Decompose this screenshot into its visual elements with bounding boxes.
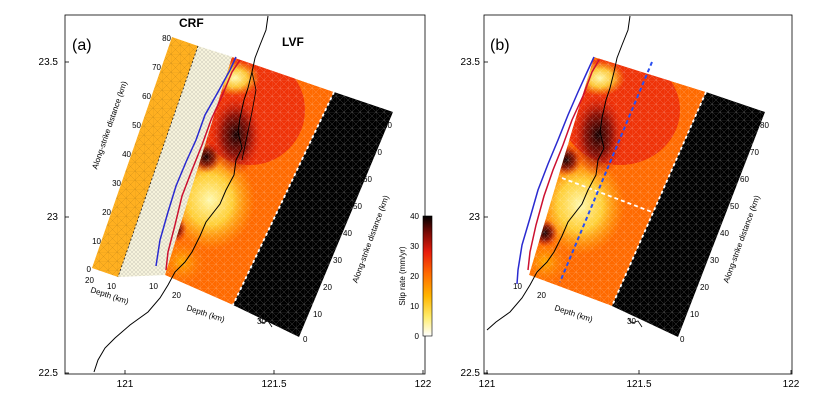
panel-b: 23.5 23 22.5 121 121.5 122 (b) <box>461 14 800 390</box>
lvf-strike-tick: 0 <box>680 335 685 344</box>
panel-a-label: (a) <box>72 37 92 54</box>
cross-section-line <box>561 177 653 213</box>
profile-line <box>559 61 653 283</box>
lon-tick-label: 121 <box>479 379 496 390</box>
panel-a-lat-ticks: 23.5 23 22.5 <box>39 57 69 379</box>
crf-boundary-line <box>117 45 199 278</box>
crf-depth-axis: 20 10 <box>85 276 116 291</box>
lvf-depth-axis-title-b: Depth (km) <box>553 303 594 324</box>
lvf-strike-tick: 0 <box>303 335 308 344</box>
crf-strike-tick: 40 <box>122 150 131 159</box>
lat-tick-label: 23 <box>469 212 481 223</box>
panel-a-lon-ticks: 121 121.5 122 <box>117 370 432 390</box>
lvf-strike-axis-a: 0 10 20 30 40 50 60 70 80 <box>303 121 392 344</box>
crf-strike-tick: 0 <box>87 265 92 274</box>
crf-label: CRF <box>179 16 204 30</box>
lvf-strike-tick: 60 <box>740 175 749 184</box>
lvf-strike-tick: 80 <box>760 121 769 130</box>
lvf-strike-tick: 70 <box>750 148 759 157</box>
lvf-depth-axis-title-a: Depth (km) <box>185 303 226 324</box>
lon-tick-label: 121.5 <box>626 379 651 390</box>
colorbar-gradient <box>422 215 433 337</box>
coastline-inland <box>241 71 257 161</box>
crf-strike-tick: 30 <box>112 179 121 188</box>
lvf-depth-axis-a: 10 20 30 <box>149 282 266 326</box>
panel-a-frame <box>64 14 426 375</box>
panel-b-lon-ticks: 121 121.5 122 <box>479 370 800 390</box>
lon-tick-label: 121.5 <box>261 379 286 390</box>
fault-trace-blue <box>155 56 237 267</box>
lvf-strike-tick: 80 <box>383 121 392 130</box>
lvf-label: LVF <box>282 35 304 49</box>
fault-trace-red <box>527 59 600 271</box>
coastline <box>93 15 269 373</box>
crf-strike-tick: 70 <box>152 63 161 72</box>
crf-strike-tick: 20 <box>102 208 111 217</box>
panel-a: 23.5 23 22.5 121 121.5 122 (a) <box>39 14 432 390</box>
colorbar: 40 30 20 10 0 Slip rate (mm/yr) <box>398 212 433 341</box>
crf-strike-tick: 60 <box>142 92 151 101</box>
crf-depth-tick: 10 <box>107 282 116 291</box>
lvf-strike-tick: 20 <box>700 283 709 292</box>
lon-tick-label: 122 <box>783 379 800 390</box>
lvf-depth-tick: 10 <box>513 282 522 291</box>
lvf-strike-axis-b: 0 10 20 30 40 50 60 70 80 <box>680 121 769 344</box>
lvf-locked-mesh <box>233 92 393 337</box>
lvf-strike-tick: 30 <box>710 256 719 265</box>
lvf-strike-tick: 60 <box>363 175 372 184</box>
coastline <box>486 15 631 331</box>
colorbar-tick: 20 <box>410 272 419 281</box>
lvf-depth-tick: 10 <box>149 282 158 291</box>
lvf-depth-tick: 20 <box>172 291 181 300</box>
colorbar-tick: 0 <box>415 332 420 341</box>
fault-trace-blue <box>516 56 595 285</box>
lon-tick-label: 122 <box>415 379 432 390</box>
crf-slip-patch-mesh <box>92 37 198 277</box>
colorbar-tick: 10 <box>410 302 419 311</box>
lvf-depth-tick: 20 <box>537 291 546 300</box>
lat-tick-label: 23 <box>47 212 59 223</box>
lvf-strike-tick: 50 <box>353 202 362 211</box>
lat-tick-label: 23.5 <box>39 57 59 68</box>
lvf-strike-tick: 50 <box>730 202 739 211</box>
lat-tick-label: 23.5 <box>461 57 481 68</box>
colorbar-tick: 40 <box>410 212 419 221</box>
colorbar-title: Slip rate (mm/yr) <box>398 246 407 305</box>
lvf-strike-tick: 30 <box>333 256 342 265</box>
lat-tick-label: 22.5 <box>39 368 59 379</box>
lvf-strike-tick: 20 <box>323 283 332 292</box>
crf-strike-tick: 50 <box>132 121 141 130</box>
crf-strike-tick: 80 <box>162 34 171 43</box>
crf-transition-mesh <box>118 46 236 277</box>
lvf-depth-axis-b: 10 20 30 <box>513 282 636 326</box>
lvf-depth-tick: 30 <box>257 317 266 326</box>
coastline-south <box>627 317 643 328</box>
lvf-depth-tick: 30 <box>627 317 636 326</box>
lvf-strike-tick: 70 <box>373 148 382 157</box>
crf-strike-tick: 10 <box>92 237 101 246</box>
fault-trace-red <box>165 59 241 271</box>
lvf-locked-boundary <box>611 91 707 307</box>
panel-b-frame <box>483 14 793 375</box>
colorbar-tick: 30 <box>410 242 419 251</box>
lvf-strike-tick: 10 <box>313 310 322 319</box>
lon-tick-label: 121 <box>117 379 134 390</box>
lvf-strike-tick: 10 <box>690 310 699 319</box>
lvf-strike-tick: 40 <box>720 229 729 238</box>
panel-b-label: (b) <box>490 37 510 54</box>
crf-strike-axis: 0 10 20 30 40 50 60 70 80 <box>87 34 172 274</box>
crf-depth-tick: 20 <box>85 276 94 285</box>
coastline-south <box>257 317 273 328</box>
lvf-strike-tick: 40 <box>343 229 352 238</box>
lvf-locked-mesh <box>612 92 765 337</box>
lat-tick-label: 22.5 <box>461 368 481 379</box>
